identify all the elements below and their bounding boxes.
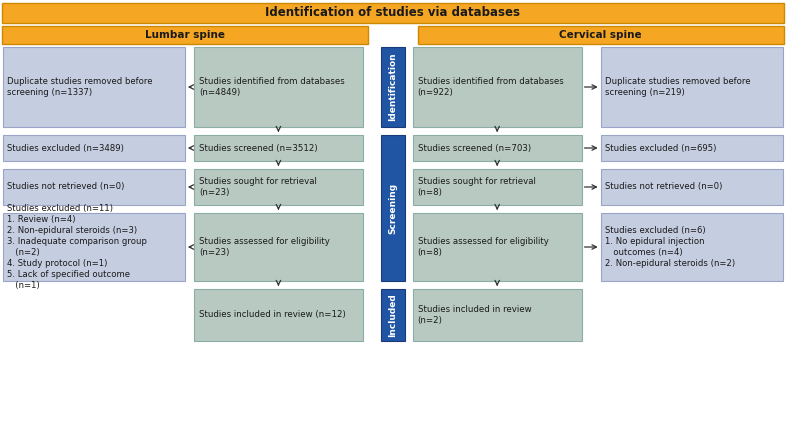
FancyBboxPatch shape (194, 135, 363, 161)
FancyBboxPatch shape (194, 47, 363, 127)
FancyBboxPatch shape (3, 213, 185, 281)
Text: Studies identified from databases
(n=4849): Studies identified from databases (n=484… (199, 77, 344, 97)
Text: Cervical spine: Cervical spine (559, 30, 642, 40)
FancyBboxPatch shape (600, 47, 783, 127)
Text: Studies screened (n=703): Studies screened (n=703) (418, 143, 531, 152)
FancyBboxPatch shape (600, 169, 783, 205)
FancyBboxPatch shape (194, 213, 363, 281)
Text: Studies included in review
(n=2): Studies included in review (n=2) (418, 305, 531, 325)
FancyBboxPatch shape (418, 26, 784, 44)
FancyBboxPatch shape (412, 169, 581, 205)
Text: Studies excluded (n=695): Studies excluded (n=695) (604, 143, 716, 152)
Text: Studies sought for retrieval
(n=23): Studies sought for retrieval (n=23) (199, 177, 317, 197)
Text: Studies identified from databases
(n=922): Studies identified from databases (n=922… (418, 77, 563, 97)
Text: Studies excluded (n=11)
1. Review (n=4)
2. Non-epidural steroids (n=3)
3. Inadeq: Studies excluded (n=11) 1. Review (n=4) … (7, 203, 147, 290)
FancyBboxPatch shape (2, 3, 784, 23)
Text: Identification: Identification (388, 53, 397, 121)
Text: Studies excluded (n=6)
1. No epidural injection
   outcomes (n=4)
2. Non-epidura: Studies excluded (n=6) 1. No epidural in… (604, 226, 735, 268)
FancyBboxPatch shape (381, 289, 404, 341)
Text: Studies sought for retrieval
(n=8): Studies sought for retrieval (n=8) (418, 177, 536, 197)
Text: Lumbar spine: Lumbar spine (145, 30, 225, 40)
FancyBboxPatch shape (194, 169, 363, 205)
FancyBboxPatch shape (412, 289, 581, 341)
Text: Studies screened (n=3512): Studies screened (n=3512) (199, 143, 318, 152)
Text: Identification of studies via databases: Identification of studies via databases (265, 6, 521, 19)
Text: Studies included in review (n=12): Studies included in review (n=12) (199, 311, 345, 320)
FancyBboxPatch shape (381, 47, 404, 127)
FancyBboxPatch shape (3, 169, 185, 205)
Text: Studies not retrieved (n=0): Studies not retrieved (n=0) (604, 182, 722, 191)
FancyBboxPatch shape (381, 135, 404, 281)
Text: Studies excluded (n=3489): Studies excluded (n=3489) (7, 143, 124, 152)
FancyBboxPatch shape (412, 135, 581, 161)
Text: Included: Included (388, 293, 397, 337)
FancyBboxPatch shape (412, 213, 581, 281)
FancyBboxPatch shape (3, 47, 185, 127)
FancyBboxPatch shape (600, 213, 783, 281)
Text: Duplicate studies removed before
screening (n=1337): Duplicate studies removed before screeni… (7, 77, 152, 97)
Text: Studies assessed for eligibility
(n=8): Studies assessed for eligibility (n=8) (418, 237, 548, 257)
Text: Studies assessed for eligibility
(n=23): Studies assessed for eligibility (n=23) (199, 237, 329, 257)
Text: Screening: Screening (388, 182, 397, 234)
Text: Duplicate studies removed before
screening (n=219): Duplicate studies removed before screeni… (604, 77, 750, 97)
FancyBboxPatch shape (3, 135, 185, 161)
FancyBboxPatch shape (194, 289, 363, 341)
FancyBboxPatch shape (600, 135, 783, 161)
FancyBboxPatch shape (2, 26, 368, 44)
Text: Studies not retrieved (n=0): Studies not retrieved (n=0) (7, 182, 124, 191)
FancyBboxPatch shape (412, 47, 581, 127)
